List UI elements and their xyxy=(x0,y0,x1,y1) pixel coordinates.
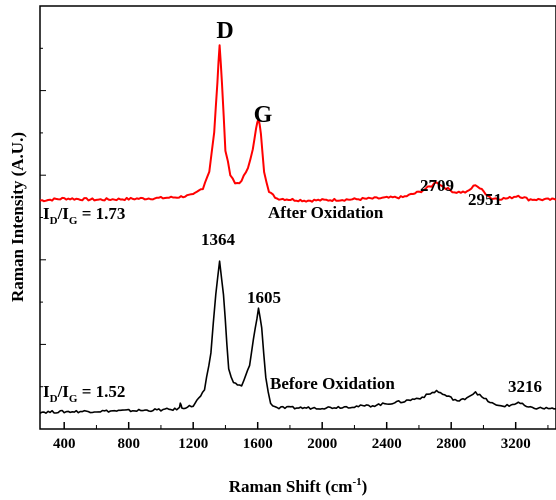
x-tick-label-400: 400 xyxy=(53,436,76,452)
before-ratio-label: ID/IG = 1.52 xyxy=(43,382,125,405)
x-tick-label-2800: 2800 xyxy=(436,436,466,452)
x-tick-label-1200: 1200 xyxy=(178,436,208,452)
x-tick-label-3200: 3200 xyxy=(501,436,531,452)
x-tick-label-2000: 2000 xyxy=(307,436,337,452)
peak-1605-label: 1605 xyxy=(247,288,281,307)
x-tick-label-800: 800 xyxy=(117,436,140,452)
x-tick-layer: 400 800 1200 1600 2000 2400 2800 3200 xyxy=(53,422,549,452)
after-ratio-label: ID/IG = 1.73 xyxy=(43,204,125,227)
series-layer xyxy=(39,44,556,415)
series-line-after-oxidation xyxy=(39,44,556,203)
after-oxidation-label: After Oxidation xyxy=(268,203,384,222)
y-axis-label: Raman Intensity (A.U.) xyxy=(8,132,27,302)
d-peak-label: D xyxy=(216,18,233,44)
x-tick-label-2400: 2400 xyxy=(372,436,402,452)
g-peak-label: G xyxy=(254,102,273,128)
peak-1364-label: 1364 xyxy=(201,230,236,249)
series-line-before-oxidation xyxy=(39,260,556,415)
y-tick-layer xyxy=(40,47,46,388)
x-axis-label: Raman Shift (cm-1) xyxy=(229,476,368,496)
before-oxidation-label: Before Oxidation xyxy=(270,374,395,393)
peak-2951-label: 2951 xyxy=(468,190,502,209)
peak-2709-label: 2709 xyxy=(420,176,454,195)
peak-3216-label: 3216 xyxy=(508,377,542,396)
x-tick-label-1600: 1600 xyxy=(243,436,273,452)
